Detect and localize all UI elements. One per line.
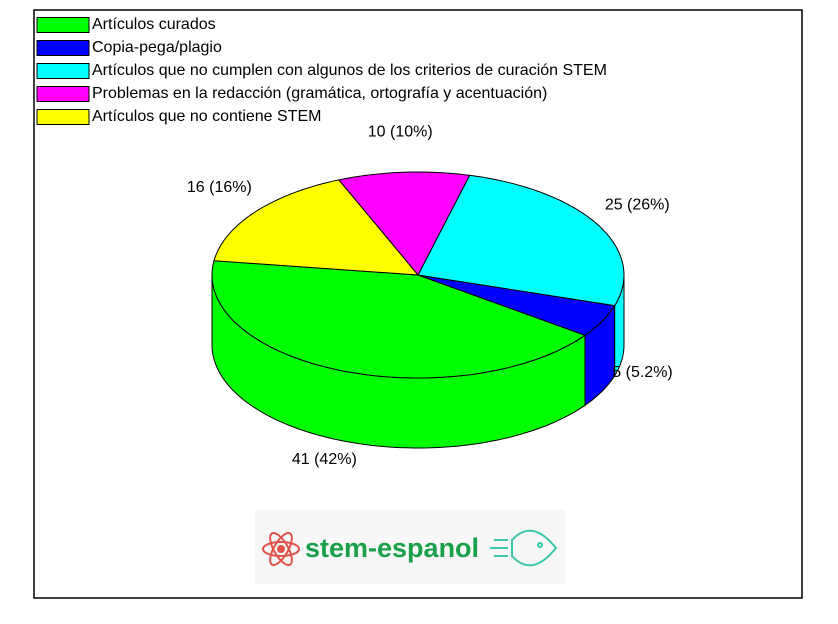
logo-background: [255, 510, 565, 584]
legend-label: Copia-pega/plagio: [92, 39, 222, 56]
data-label: 10 (10%): [368, 124, 433, 141]
legend-label: Artículos que no cumplen con algunos de …: [92, 62, 607, 79]
pie-tops: [211, 171, 625, 379]
logo-text: stem-espanol: [305, 533, 479, 563]
logo-atom: [262, 532, 300, 566]
pie-slice: [337, 171, 471, 276]
pie-slice: [211, 260, 587, 379]
legend-swatch: [36, 40, 90, 56]
legend-label: Artículos que no contiene STEM: [92, 108, 321, 125]
pie-slice: [213, 179, 420, 276]
data-label: 5 (5.2%): [612, 364, 672, 381]
legend-swatch: [36, 17, 90, 33]
logo-fish: [490, 529, 558, 567]
logo: stem-espanol: [255, 510, 565, 584]
data-label: 41 (42%): [292, 451, 357, 468]
legend-label: Problemas en la redacción (gramática, or…: [92, 85, 547, 102]
data-label: 16 (16%): [187, 179, 252, 196]
legend-swatch: [36, 109, 90, 125]
pie-slice: [417, 274, 616, 336]
data-label: 25 (26%): [605, 197, 670, 214]
legend-swatch: [36, 63, 90, 79]
pie-slice: [417, 174, 625, 307]
legend-swatch: [36, 86, 90, 102]
legend-label: Artículos curados: [92, 16, 216, 33]
